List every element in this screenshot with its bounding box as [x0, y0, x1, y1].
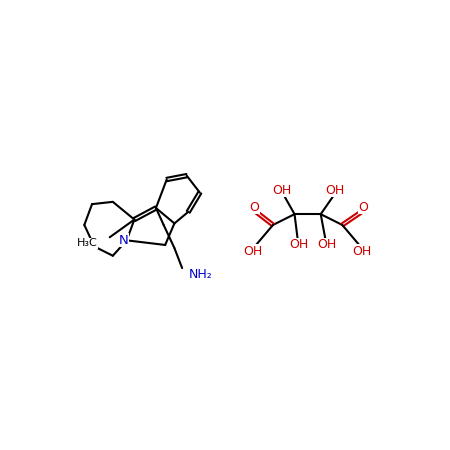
Text: OH: OH: [317, 238, 337, 252]
Text: O: O: [250, 201, 260, 214]
Text: O: O: [358, 201, 368, 214]
Text: H₃C: H₃C: [76, 238, 97, 248]
Text: N: N: [119, 234, 128, 247]
Text: OH: OH: [289, 238, 309, 252]
Text: NH₂: NH₂: [188, 268, 212, 281]
Text: OH: OH: [326, 184, 345, 197]
Text: OH: OH: [353, 245, 372, 257]
Text: OH: OH: [273, 184, 292, 197]
Text: OH: OH: [243, 245, 263, 257]
